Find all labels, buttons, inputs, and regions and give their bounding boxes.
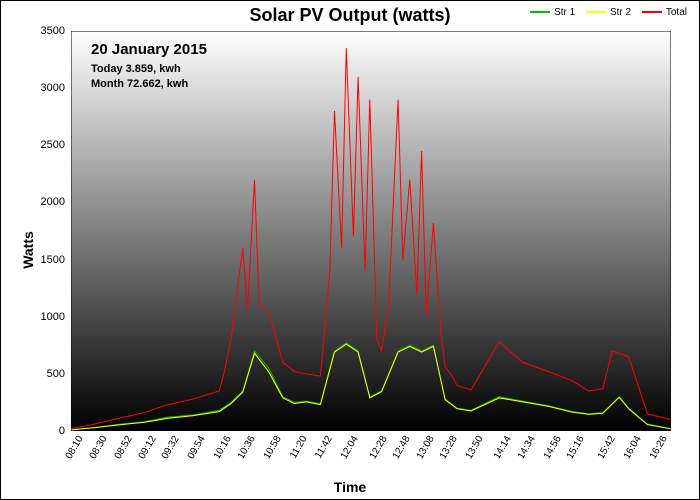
- x-axis-label: Time: [1, 479, 699, 495]
- legend: Str 1 Str 2 Total: [522, 7, 687, 18]
- x-tick: 12:28: [362, 431, 389, 461]
- legend-label: Total: [666, 7, 687, 18]
- legend-swatch-str2: [586, 11, 606, 13]
- info-box: 20 January 2015 Today 3.859, kwh Month 7…: [91, 41, 207, 93]
- info-month: Month 72.662, kwh: [91, 77, 207, 92]
- info-date: 20 January 2015: [91, 41, 207, 58]
- x-tick: 08:30: [82, 431, 109, 461]
- y-tick: 3000: [41, 82, 71, 94]
- x-tick: 15:16: [560, 431, 587, 461]
- x-tick: 14:14: [487, 431, 514, 461]
- y-tick: 3500: [41, 25, 71, 37]
- y-tick: 500: [47, 368, 71, 380]
- x-tick: 12:04: [334, 431, 361, 461]
- x-tick: 14:34: [510, 431, 537, 461]
- y-tick: 1500: [41, 254, 71, 266]
- y-tick: 2000: [41, 196, 71, 208]
- y-tick: 2500: [41, 139, 71, 151]
- x-tick: 14:56: [536, 431, 563, 461]
- x-tick: 13:08: [409, 431, 436, 461]
- y-axis-label: Watts: [20, 231, 36, 269]
- legend-label: Str 2: [610, 7, 631, 18]
- x-tick: 12:48: [386, 431, 413, 461]
- legend-swatch-total: [642, 11, 662, 13]
- info-today: Today 3.859, kwh: [91, 62, 207, 77]
- plot-area: 20 January 2015 Today 3.859, kwh Month 7…: [71, 31, 671, 431]
- x-tick: 10:16: [207, 431, 234, 461]
- legend-label: Str 1: [554, 7, 575, 18]
- y-tick: 1000: [41, 311, 71, 323]
- x-tick: 13:50: [458, 431, 485, 461]
- x-tick: 15:42: [590, 431, 617, 461]
- x-tick: 09:32: [155, 431, 182, 461]
- x-tick: 11:20: [282, 431, 309, 461]
- x-tick: 10:58: [256, 431, 283, 461]
- x-tick: 11:42: [308, 431, 335, 461]
- chart-container: Solar PV Output (watts) Str 1 Str 2 Tota…: [0, 0, 700, 500]
- x-tick: 16:26: [642, 431, 669, 461]
- x-tick: 10:36: [230, 431, 257, 461]
- legend-swatch-str1: [530, 11, 550, 13]
- x-tick: 09:12: [131, 431, 158, 461]
- x-tick: 16:04: [616, 431, 643, 461]
- x-tick: 13:28: [433, 431, 460, 461]
- x-tick: 09:54: [181, 431, 208, 461]
- x-tick: 08:52: [108, 431, 135, 461]
